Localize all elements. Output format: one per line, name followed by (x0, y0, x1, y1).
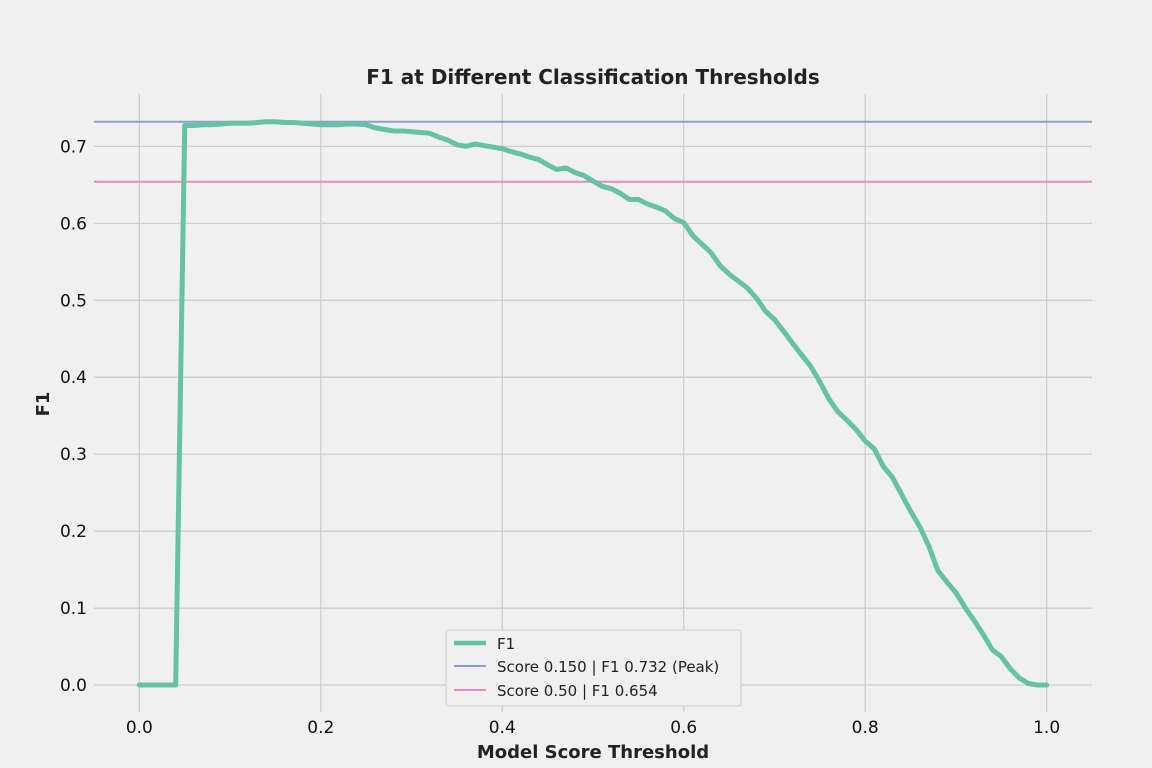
y-tick-label: 0.5 (60, 291, 87, 311)
y-tick-label: 0.1 (60, 599, 87, 619)
legend-label-f1: F1 (497, 635, 515, 653)
x-axis-label: Model Score Threshold (477, 742, 709, 763)
x-tick-label: 1.0 (1033, 718, 1060, 738)
x-tick-label: 0.2 (307, 718, 334, 738)
y-tick-label: 0.2 (60, 522, 87, 542)
f1-series-line (136, 119, 1050, 688)
legend: F1 Score 0.150 | F1 0.732 (Peak) Score 0… (445, 629, 742, 707)
y-tick-label: 0.4 (60, 368, 87, 388)
y-tick-label: 0.7 (60, 137, 87, 157)
x-tick-label: 0.4 (489, 718, 516, 738)
y-tick-label: 0.6 (60, 214, 87, 234)
tick-labels: 0.0 0.2 0.4 0.6 0.8 1.0 0.0 0.1 0.2 0.3 0.4 0.5 0.6 0… (60, 137, 1060, 738)
x-tick-label: 0.8 (852, 718, 879, 738)
y-tick-label: 0.0 (60, 676, 87, 696)
chart-title: F1 at Different Classification Threshold… (366, 65, 819, 89)
legend-label-peak: Score 0.150 | F1 0.732 (Peak) (497, 658, 719, 676)
x-tick-label: 0.0 (126, 718, 153, 738)
reference-lines (94, 120, 1092, 183)
grid (94, 94, 1092, 712)
legend-box (445, 629, 742, 707)
y-tick-label: 0.3 (60, 445, 87, 465)
series (136, 119, 1050, 688)
legend-label-default: Score 0.50 | F1 0.654 (497, 682, 658, 700)
y-axis-label: F1 (33, 392, 54, 417)
x-tick-label: 0.6 (670, 718, 697, 738)
